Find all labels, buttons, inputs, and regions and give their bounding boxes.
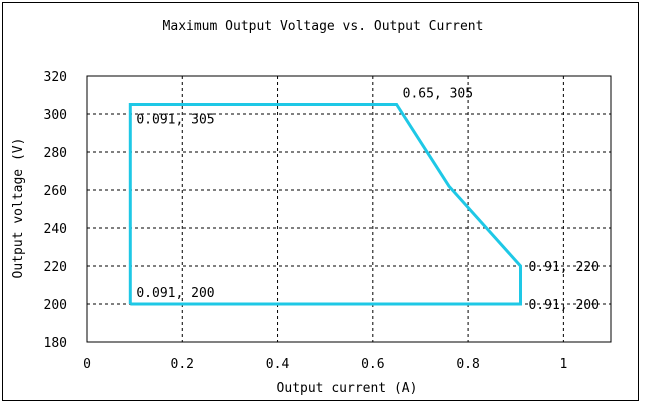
series-line-0 [128,103,522,306]
data-label-0: 0.091, 305 [136,113,214,128]
y-tick-label: 260 [44,184,67,199]
y-tick-label: 220 [44,260,67,275]
data-label-2: 0.91, 220 [528,260,598,275]
y-tick-label: 240 [44,222,67,237]
y-axis-label: Output voltage (V) [11,138,26,279]
data-label-4: 0.91, 200 [528,298,598,313]
chart-frame [2,2,639,401]
chart-title: Maximum Output Voltage vs. Output Curren… [163,19,484,34]
y-tick-label: 320 [44,70,67,85]
data-label-1: 0.65, 305 [403,87,473,102]
x-tick-label: 0 [83,357,91,372]
y-tick-label: 200 [44,298,67,313]
x-tick-label: 1 [559,357,567,372]
x-axis-ticks: 0 0.2 0.4 0.6 0.8 1 [83,357,567,372]
x-tick-label: 0.4 [266,357,290,372]
x-tick-label: 0.8 [456,357,479,372]
data-label-3: 0.091, 200 [136,286,214,301]
annotations: 0.091, 305 0.65, 305 0.91, 220 0.091, 200 0.… [136,87,599,314]
x-tick-label: 0.2 [171,357,194,372]
y-tick-label: 300 [44,108,67,123]
y-tick-label: 280 [44,146,67,161]
x-axis-label: Output current (A) [277,381,418,396]
series-layer [128,103,522,306]
x-tick-label: 0.6 [361,357,384,372]
plot-border [86,75,612,343]
y-tick-label: 180 [44,336,67,351]
y-axis-ticks: 180 200 220 240 260 280 300 320 [44,70,67,351]
